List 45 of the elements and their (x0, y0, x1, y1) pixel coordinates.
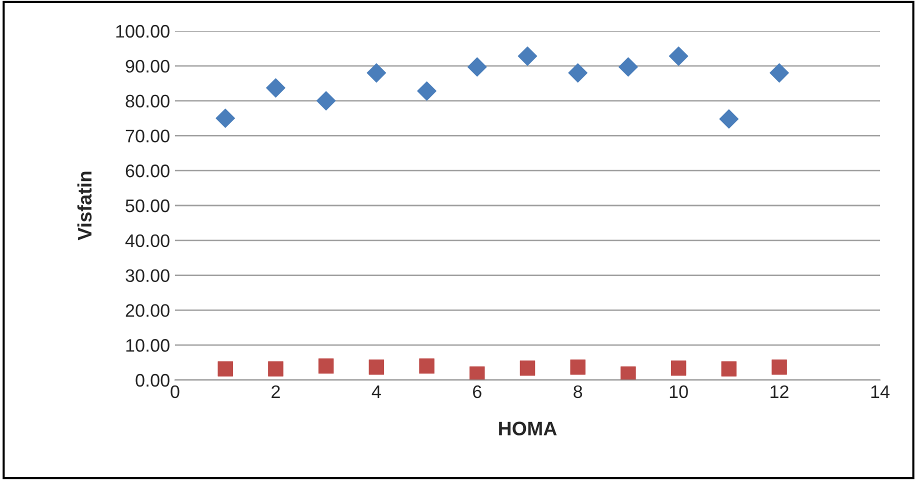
x-axis-title: HOMA (499, 422, 557, 436)
y-tick-label: 80.00 (126, 94, 170, 108)
x-tick-label: 0 (170, 385, 180, 398)
point (216, 108, 236, 128)
point (316, 91, 336, 110)
point (568, 63, 588, 83)
y-tick-label: 50.00 (126, 199, 170, 212)
y-tick-label: 60.00 (126, 164, 170, 178)
point (770, 63, 789, 83)
y-tick-label: 100.00 (116, 24, 170, 38)
point (318, 358, 334, 374)
point (618, 57, 638, 77)
point (268, 361, 284, 376)
y-axis-title: Visfatin (77, 172, 92, 240)
point (467, 57, 487, 77)
x-tick-label: 14 (871, 386, 890, 398)
x-tick-label: 10 (670, 385, 688, 398)
point (417, 81, 436, 101)
y-tick-label: 30.00 (126, 269, 170, 282)
y-tick-label: 70.00 (126, 130, 170, 142)
x-tick-label: 12 (770, 385, 788, 398)
point (668, 46, 688, 66)
point (670, 360, 686, 376)
point (721, 361, 737, 376)
point (719, 109, 739, 129)
point (366, 63, 386, 83)
point (570, 359, 586, 375)
point (218, 361, 233, 376)
point (520, 360, 536, 376)
x-tick-label: 2 (272, 385, 280, 398)
y-tick-label: 20.00 (126, 304, 170, 317)
point (419, 358, 434, 374)
point (518, 46, 538, 66)
point (620, 366, 636, 380)
x-tick-label: 8 (574, 385, 582, 398)
x-tick-label: 4 (372, 386, 381, 398)
x-tick-label: 6 (473, 385, 482, 398)
y-tick-label: 0.00 (136, 374, 170, 387)
point (772, 359, 787, 375)
y-tick-label: 90.00 (126, 60, 170, 73)
y-tick-label: 40.00 (125, 234, 170, 248)
point (266, 78, 286, 98)
y-tick-label: 10.00 (126, 339, 170, 352)
point (470, 366, 485, 380)
point (368, 359, 384, 375)
